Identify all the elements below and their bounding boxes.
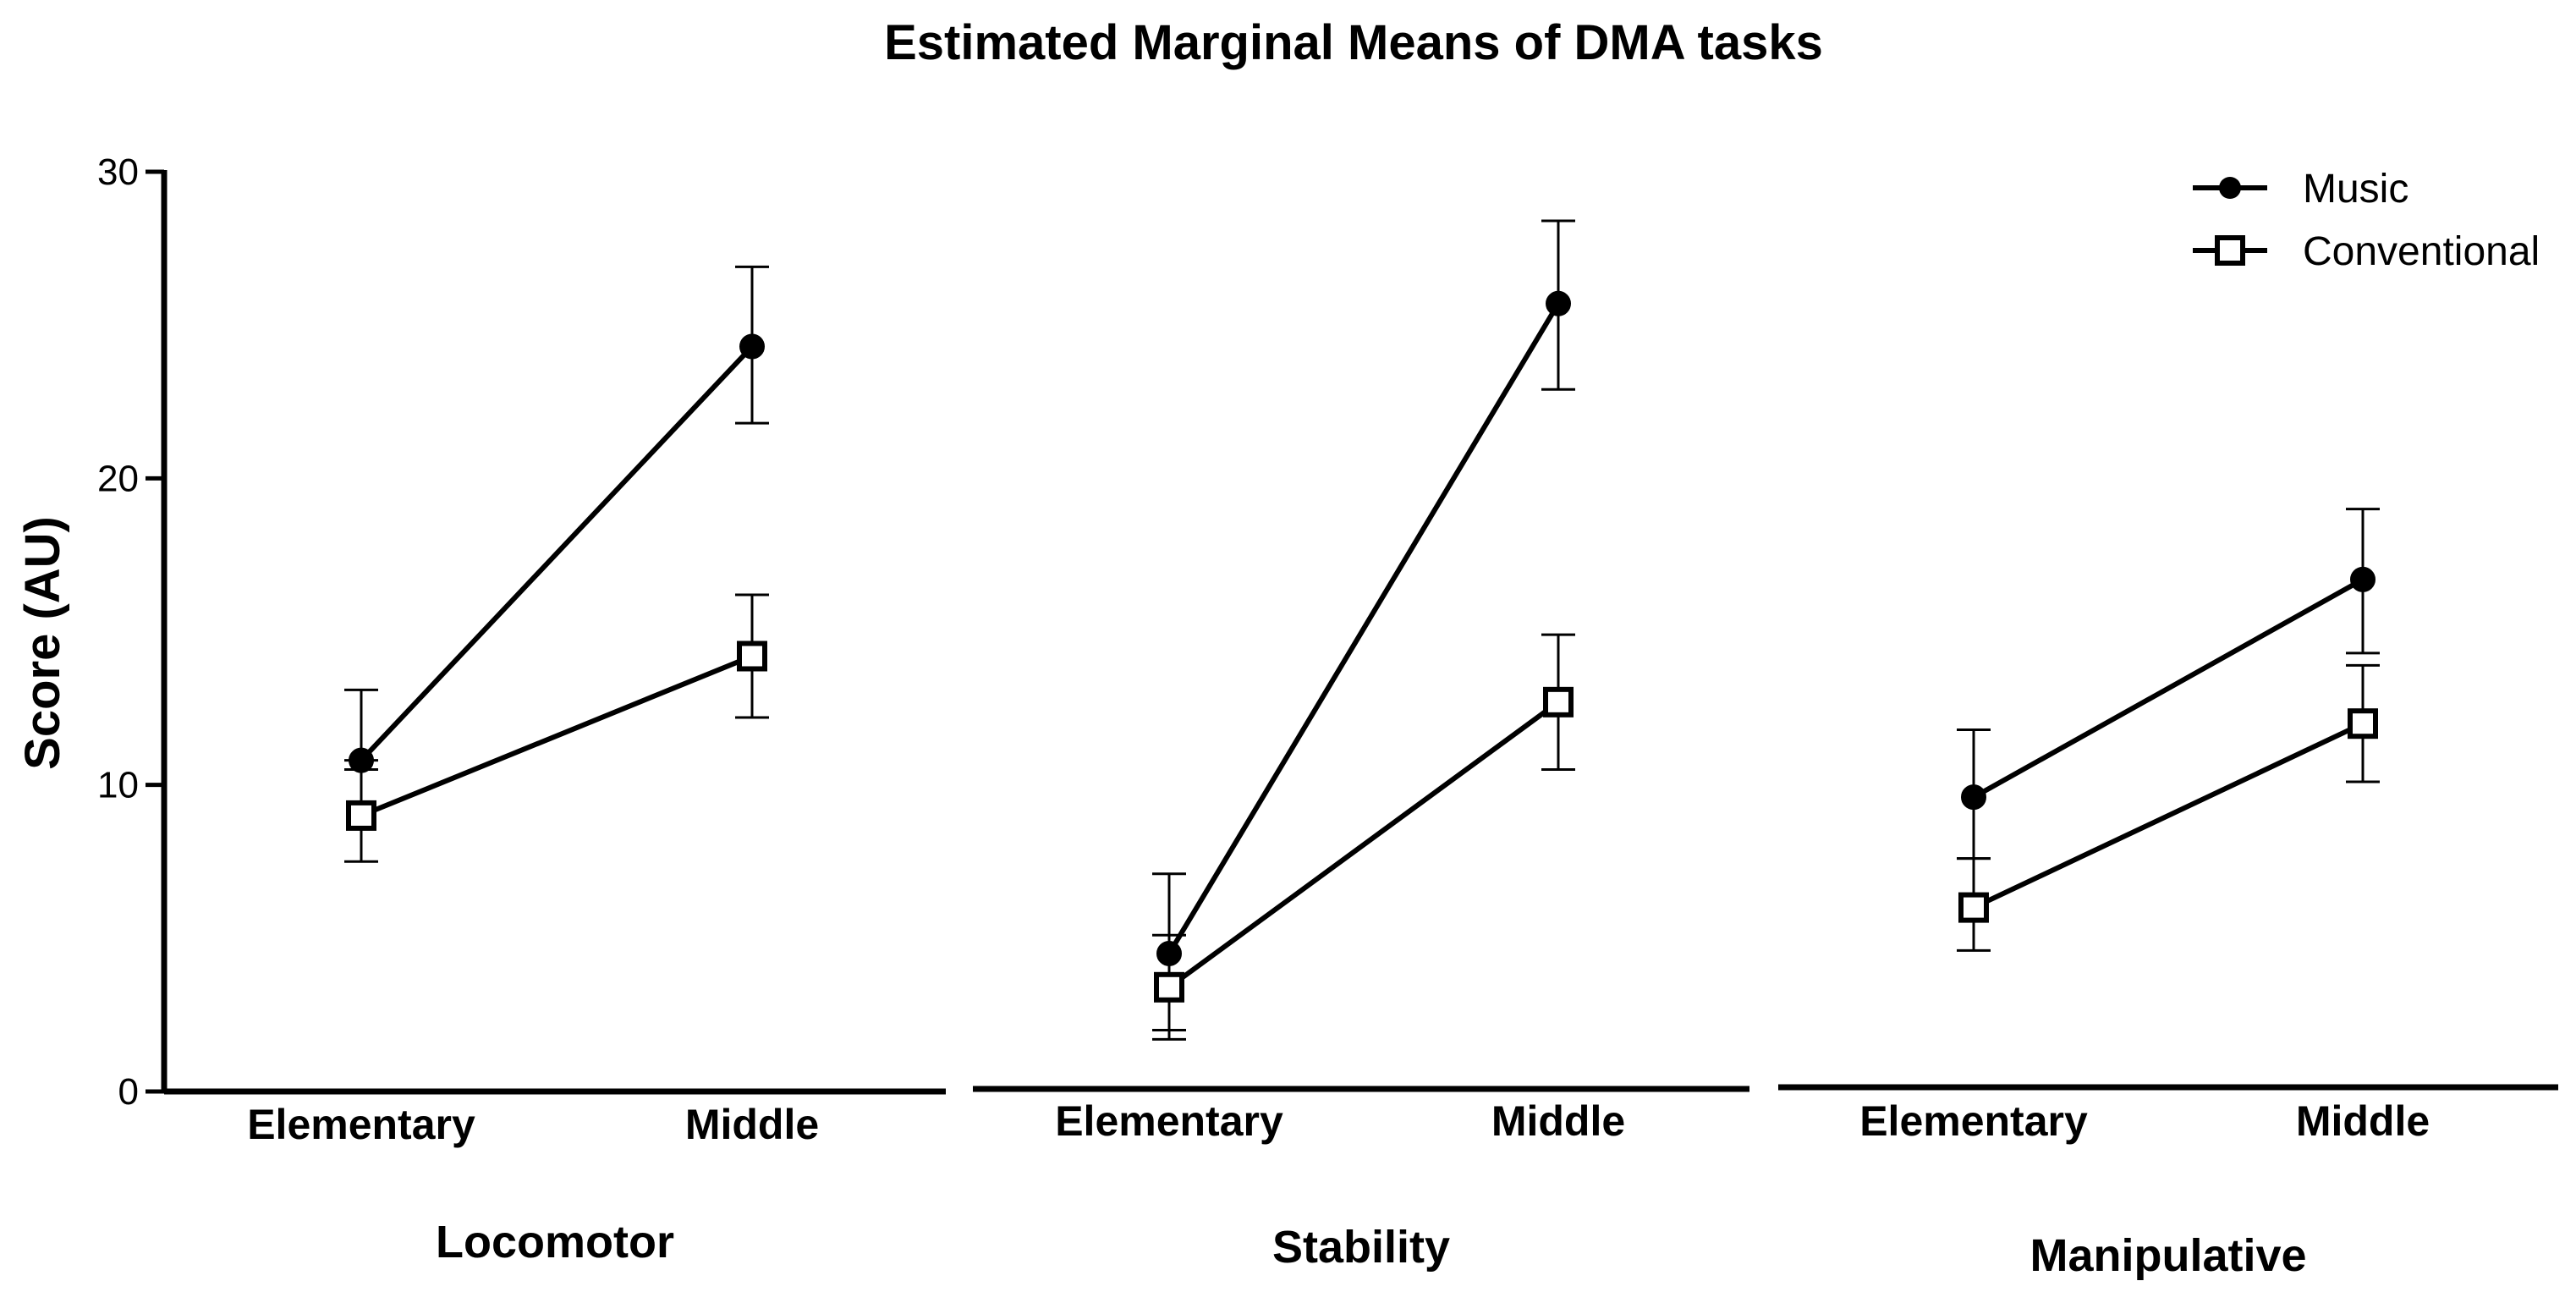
series-line-conventional <box>1167 700 1560 990</box>
plot-area: 0 10 20 30 Elementary Middle Locomotor Elementa… <box>97 151 2558 1281</box>
legend-label: Music <box>2303 167 2408 212</box>
data-point-conventional <box>346 800 376 831</box>
series-line-music <box>1972 577 2365 800</box>
legend-marker-music <box>2219 177 2241 199</box>
legend: Music Conventional <box>2193 167 2540 274</box>
series-line-conventional <box>1972 721 2365 910</box>
chart-title: Estimated Marginal Means of DMA tasks <box>884 15 1823 70</box>
data-point-conventional <box>2348 708 2378 739</box>
data-point-conventional <box>1958 892 1989 923</box>
data-point-conventional <box>737 641 767 672</box>
series-line-music <box>1167 302 1561 955</box>
series-line-music <box>359 344 755 762</box>
x-tick-label: Middle <box>2296 1097 2430 1145</box>
series-line-conventional <box>360 653 754 818</box>
x-tick-label: Middle <box>685 1101 819 1148</box>
data-point-music <box>2350 566 2376 592</box>
y-tick-label: 10 <box>97 765 139 806</box>
panel-label: Locomotor <box>436 1217 674 1267</box>
y-axis-label: Score (AU) <box>15 516 70 770</box>
data-point-conventional <box>1543 686 1574 717</box>
y-tick-label: 30 <box>97 151 139 193</box>
panel-label: Stability <box>1272 1222 1450 1273</box>
data-point-music <box>1961 784 1986 811</box>
legend-label: Conventional <box>2303 229 2540 274</box>
x-tick-label: Middle <box>1491 1097 1625 1145</box>
data-point-conventional <box>1154 971 1184 1003</box>
data-point-music <box>1156 940 1182 966</box>
data-point-music <box>1546 290 1571 316</box>
y-tick-label: 20 <box>97 458 139 499</box>
y-tick-label: 0 <box>118 1071 139 1113</box>
x-tick-label: Elementary <box>247 1101 475 1148</box>
x-tick-label: Elementary <box>1859 1097 2088 1145</box>
data-point-music <box>739 333 765 360</box>
x-tick-label: Elementary <box>1055 1097 1283 1145</box>
data-point-music <box>349 747 374 773</box>
panel-label: Manipulative <box>2029 1230 2306 1281</box>
legend-marker-conventional <box>2215 235 2245 266</box>
